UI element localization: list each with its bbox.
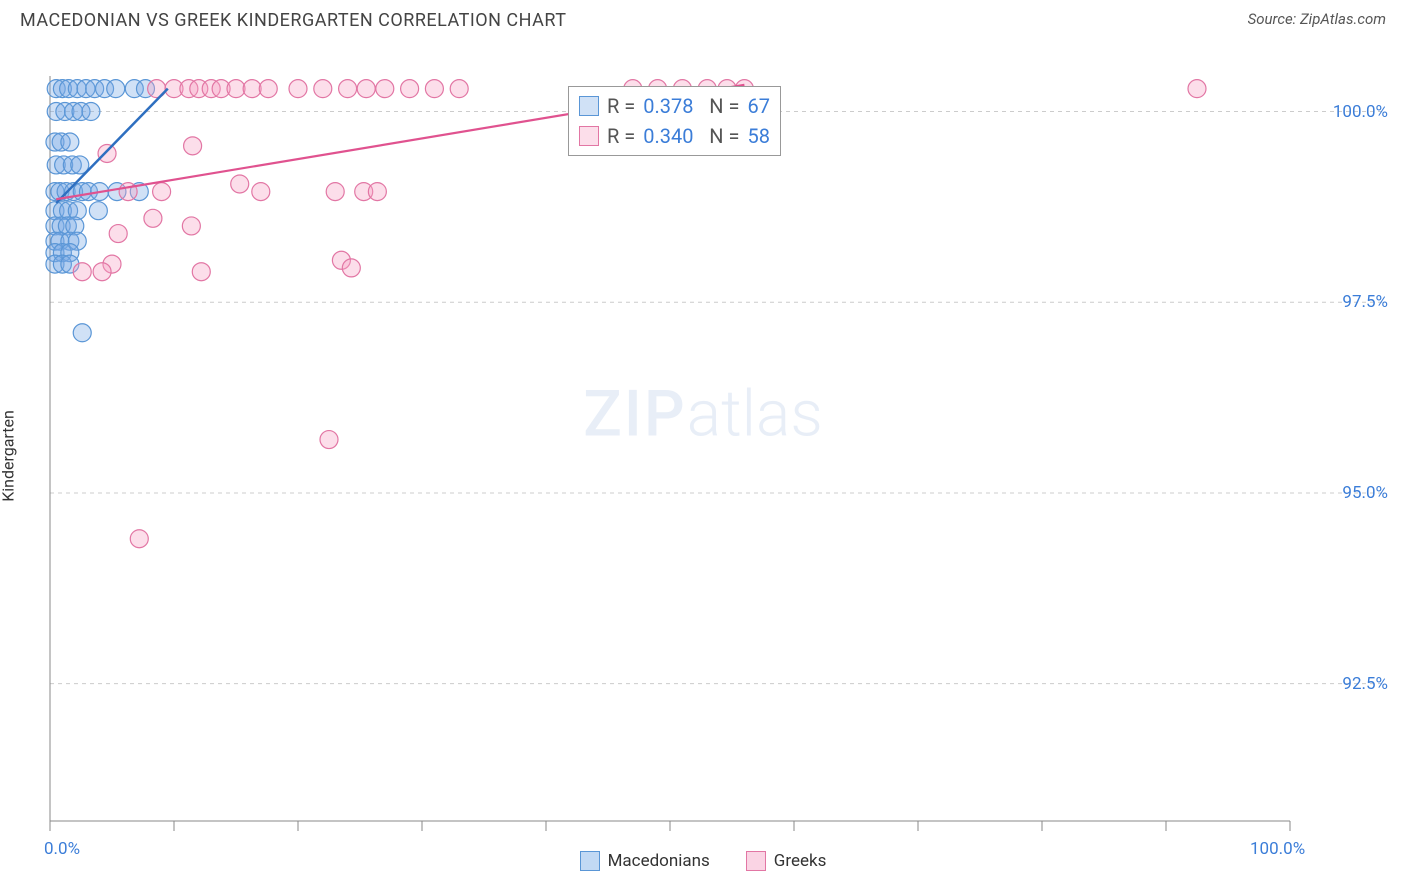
series-swatch: [579, 126, 599, 146]
chart-title: MACEDONIAN VS GREEK KINDERGARTEN CORRELA…: [20, 10, 567, 31]
scatter-plot-svg: [0, 31, 1406, 881]
legend-item: Macedonians: [580, 851, 710, 871]
xtick-label: 100.0%: [1250, 839, 1305, 859]
r-label: R =: [607, 91, 635, 121]
legend-label: Macedonians: [608, 851, 710, 871]
ytick-label: 95.0%: [1342, 483, 1388, 503]
r-label: R =: [607, 121, 635, 151]
n-value: 67: [747, 91, 769, 121]
source-credit: Source: ZipAtlas.com: [1248, 10, 1386, 28]
ytick-label: 97.5%: [1342, 292, 1388, 312]
n-label: N =: [709, 121, 739, 151]
n-value: 58: [747, 121, 769, 151]
source-name: ZipAtlas.com: [1300, 10, 1386, 28]
xtick-label: 0.0%: [44, 839, 80, 859]
chart-area: Kindergarten ZIPatlas R =0.378N =67R =0.…: [0, 31, 1406, 881]
n-label: N =: [709, 91, 739, 121]
chart-header: MACEDONIAN VS GREEK KINDERGARTEN CORRELA…: [0, 0, 1406, 31]
source-prefix: Source:: [1248, 10, 1300, 28]
r-value: 0.340: [643, 121, 701, 151]
r-value: 0.378: [643, 91, 701, 121]
ytick-label: 92.5%: [1342, 674, 1388, 694]
legend-swatch: [580, 851, 600, 871]
legend-swatch: [746, 851, 766, 871]
ytick-label: 100.0%: [1333, 102, 1388, 122]
series-swatch: [579, 96, 599, 116]
stats-box: R = 0.378 N = 67 R = 0.340 N = 58: [568, 86, 781, 156]
stats-row: R = 0.378 N = 67: [579, 91, 770, 121]
legend-bottom: Macedonians Greeks: [0, 851, 1406, 871]
legend-label: Greeks: [774, 851, 827, 871]
stats-row: R = 0.340 N = 58: [579, 121, 770, 151]
legend-item: Greeks: [746, 851, 827, 871]
y-axis-label: Kindergarten: [0, 410, 18, 502]
